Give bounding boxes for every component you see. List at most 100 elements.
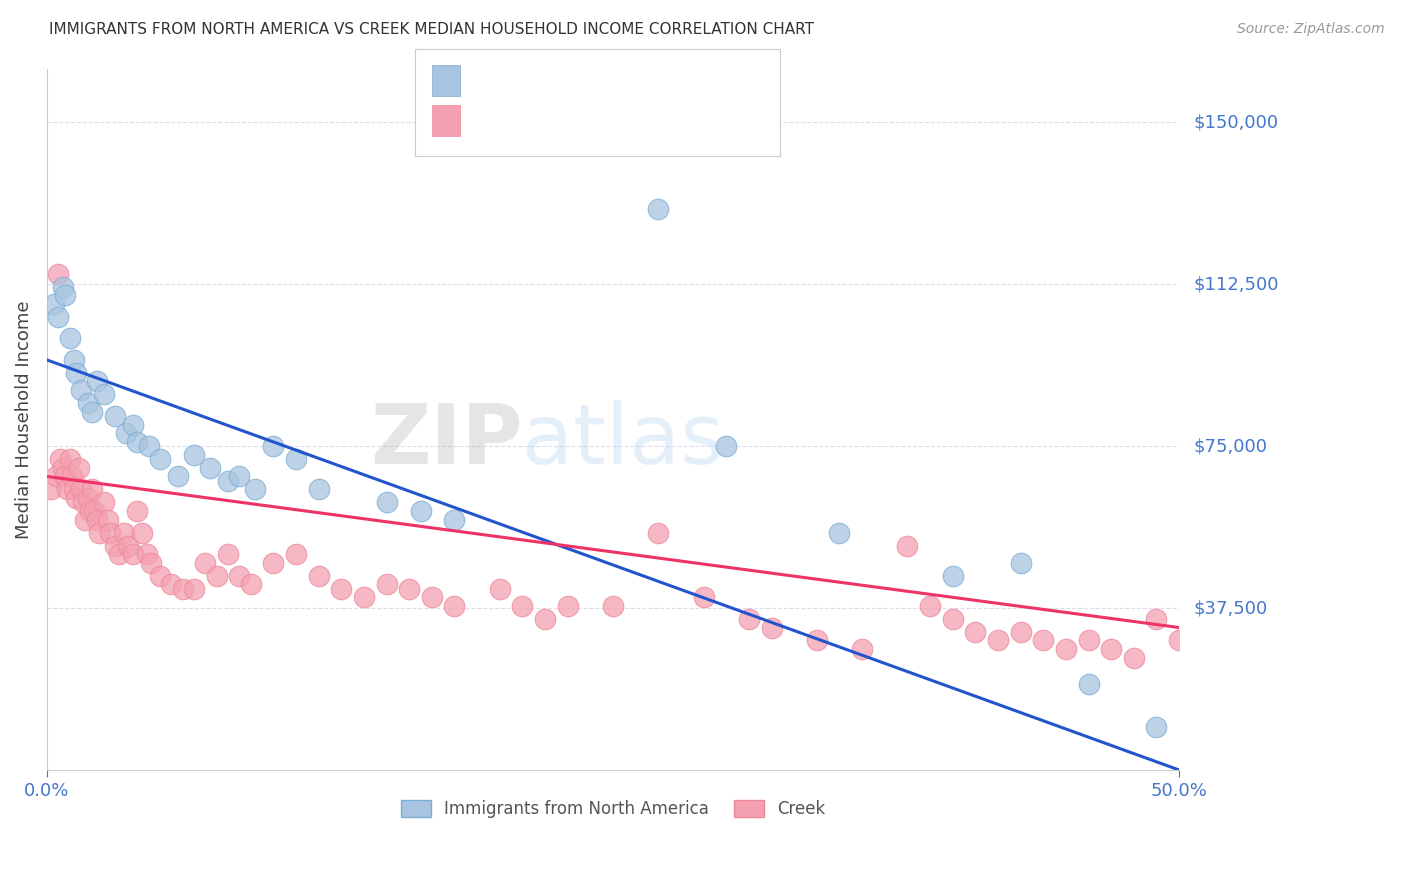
- Point: [1010, 556, 1032, 570]
- Text: IMMIGRANTS FROM NORTH AMERICA VS CREEK MEDIAN HOUSEHOLD INCOME CORRELATION CHART: IMMIGRANTS FROM NORTH AMERICA VS CREEK M…: [49, 22, 814, 37]
- Point: [58, 452, 80, 467]
- Point: [65, 366, 87, 380]
- Point: [308, 568, 330, 582]
- Point: [76, 396, 98, 410]
- Point: [1054, 642, 1077, 657]
- Point: [52, 279, 75, 293]
- Point: [183, 448, 205, 462]
- Point: [160, 577, 183, 591]
- Point: [93, 387, 115, 401]
- Point: [139, 556, 162, 570]
- Point: [512, 599, 534, 613]
- Point: [965, 624, 987, 639]
- Point: [262, 439, 284, 453]
- Point: [239, 577, 262, 591]
- Point: [60, 469, 83, 483]
- Point: [1032, 633, 1054, 648]
- Point: [1077, 633, 1099, 648]
- Point: [41, 483, 63, 497]
- Point: [205, 568, 228, 582]
- Point: [122, 547, 145, 561]
- Point: [228, 469, 250, 483]
- Point: [285, 452, 308, 467]
- Point: [1146, 720, 1168, 734]
- Text: $37,500: $37,500: [1194, 599, 1267, 617]
- Point: [82, 483, 104, 497]
- Point: [63, 352, 86, 367]
- Point: [83, 504, 105, 518]
- Point: [172, 582, 194, 596]
- Point: [1168, 633, 1191, 648]
- Point: [942, 612, 965, 626]
- Point: [330, 582, 353, 596]
- Point: [409, 504, 432, 518]
- Point: [63, 483, 86, 497]
- Point: [53, 288, 76, 302]
- Point: [194, 556, 217, 570]
- Point: [420, 591, 443, 605]
- Point: [58, 331, 80, 345]
- Legend: Immigrants from North America, Creek: Immigrants from North America, Creek: [394, 793, 832, 825]
- Point: [93, 495, 115, 509]
- Point: [87, 525, 110, 540]
- Point: [86, 375, 108, 389]
- Point: [262, 556, 284, 570]
- Point: [115, 426, 138, 441]
- Point: [761, 621, 783, 635]
- Point: [108, 547, 131, 561]
- Point: [65, 491, 87, 505]
- Point: [52, 460, 75, 475]
- Point: [127, 434, 149, 449]
- Point: [131, 525, 153, 540]
- Text: R =: R =: [467, 113, 501, 128]
- Text: $112,500: $112,500: [1194, 276, 1278, 293]
- Text: Source: ZipAtlas.com: Source: ZipAtlas.com: [1237, 22, 1385, 37]
- Text: -0.607: -0.607: [501, 73, 555, 87]
- Point: [1099, 642, 1122, 657]
- Point: [557, 599, 579, 613]
- Point: [918, 599, 941, 613]
- Point: [46, 267, 69, 281]
- Point: [56, 483, 79, 497]
- Text: N = 75: N = 75: [583, 113, 641, 128]
- Point: [987, 633, 1010, 648]
- Point: [53, 469, 76, 483]
- Point: [76, 491, 98, 505]
- Point: [70, 383, 93, 397]
- Text: $75,000: $75,000: [1194, 437, 1267, 455]
- Point: [67, 460, 90, 475]
- Text: -0.516: -0.516: [501, 113, 555, 128]
- Point: [127, 504, 149, 518]
- Point: [198, 460, 221, 475]
- Point: [245, 483, 267, 497]
- Point: [104, 539, 127, 553]
- Point: [86, 513, 108, 527]
- Text: R =: R =: [467, 73, 501, 87]
- Point: [647, 202, 669, 216]
- Point: [488, 582, 510, 596]
- Point: [46, 310, 69, 324]
- Point: [217, 547, 239, 561]
- Point: [443, 599, 465, 613]
- Point: [1010, 624, 1032, 639]
- Point: [149, 568, 172, 582]
- Point: [534, 612, 557, 626]
- Point: [806, 633, 828, 648]
- Point: [1146, 612, 1168, 626]
- Point: [375, 577, 398, 591]
- Point: [942, 568, 965, 582]
- Point: [79, 504, 101, 518]
- Point: [45, 469, 67, 483]
- Point: [135, 547, 157, 561]
- Point: [738, 612, 761, 626]
- Y-axis label: Median Household Income: Median Household Income: [15, 300, 32, 539]
- Point: [183, 582, 205, 596]
- Point: [353, 591, 375, 605]
- Point: [122, 417, 145, 432]
- Text: $150,000: $150,000: [1194, 113, 1278, 131]
- Point: [49, 452, 72, 467]
- Point: [716, 439, 738, 453]
- Point: [167, 469, 190, 483]
- Point: [138, 439, 160, 453]
- Point: [98, 525, 121, 540]
